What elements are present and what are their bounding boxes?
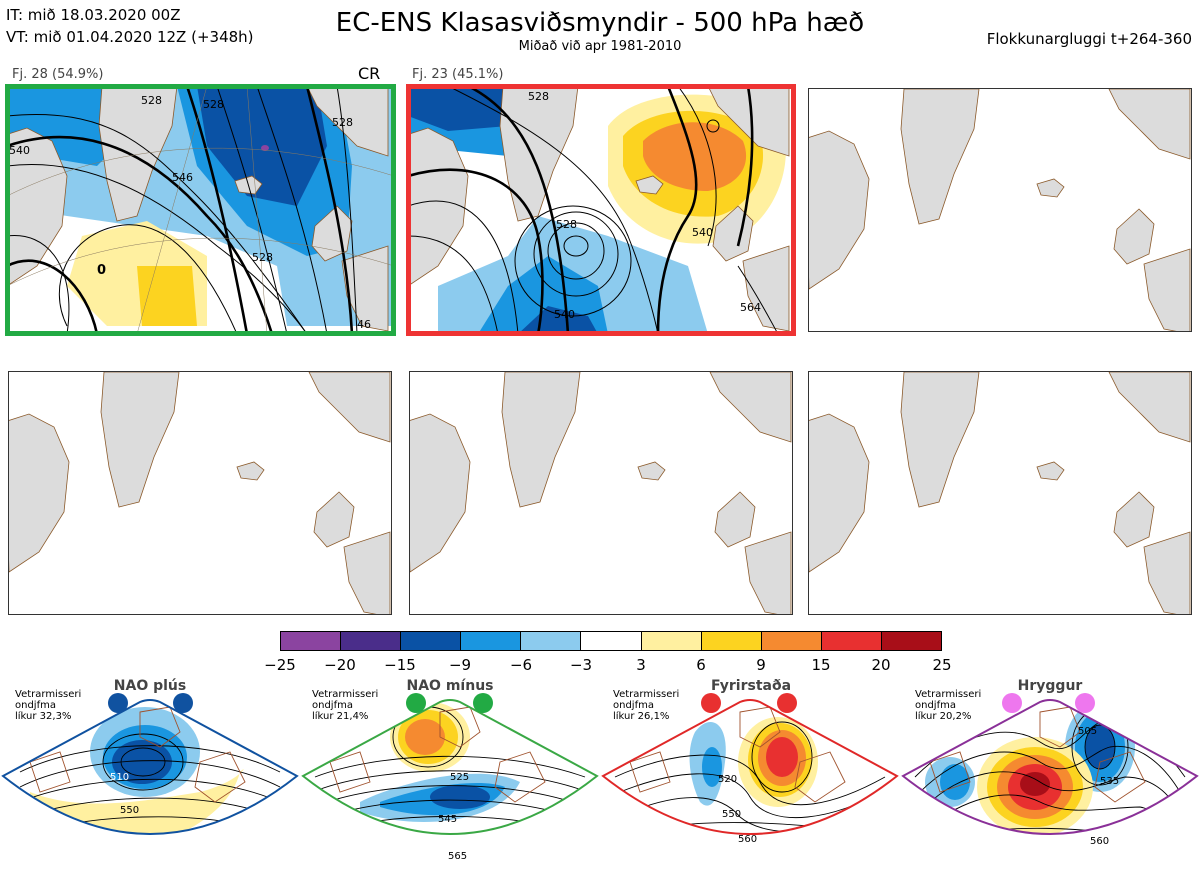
regime-contour-label: 565 <box>448 851 467 862</box>
cluster-2-map: 528 528 540 540 564 <box>406 84 796 336</box>
header-times: IT: mið 18.03.2020 00Z VT: mið 01.04.202… <box>6 4 254 48</box>
init-time: IT: mið 18.03.2020 00Z <box>6 6 181 24</box>
legend-tick: −3 <box>569 656 593 674</box>
p1-contour-label-7: 0 <box>97 263 106 278</box>
cluster-6-map <box>808 371 1192 615</box>
cluster-3-map-svg <box>809 89 1191 331</box>
p2-contour-label-5: 564 <box>740 301 761 314</box>
cluster-3-map <box>808 88 1192 332</box>
p1-contour-label-4: 528 <box>332 116 353 129</box>
regime-dot <box>1075 693 1095 713</box>
legend-tick: −15 <box>384 656 416 674</box>
legend-swatch <box>461 632 522 650</box>
p2-contour-label-2: 528 <box>556 218 577 231</box>
regime-contour-label: 545 <box>438 814 457 825</box>
regime-dot <box>406 693 426 713</box>
color-legend <box>280 631 942 651</box>
cluster-1-label: Fj. 28 (54.9%) <box>12 67 104 82</box>
regime-title: Hryggur <box>1017 678 1083 694</box>
regime-contour-label: 535 <box>1100 776 1119 787</box>
legend-tick: −25 <box>264 656 296 674</box>
legend-swatch <box>881 632 942 650</box>
regime-nao-plus-map: 510 550 <box>1 693 299 835</box>
legend-swatch <box>641 632 702 650</box>
legend-tick: −9 <box>448 656 472 674</box>
legend-tick: 6 <box>696 656 706 674</box>
p1-contour-label-3: 540 <box>9 144 30 157</box>
legend-tick: 15 <box>811 656 831 674</box>
regime-note: Vetrarmisseri ondjfma líkur 20,2% <box>915 689 982 722</box>
cluster-5-map <box>409 371 793 615</box>
legend-tick: 20 <box>871 656 891 674</box>
cluster-6-map-svg <box>809 372 1191 614</box>
p1-contour-label-6: 528 <box>252 251 273 264</box>
regime-contour-label: 560 <box>738 834 757 845</box>
regime-contour-label: 550 <box>722 809 741 820</box>
legend-swatch <box>521 632 582 650</box>
regime-contour-label: 510 <box>110 772 129 783</box>
legend-tick: 3 <box>636 656 646 674</box>
cluster-5-map-svg <box>410 372 792 614</box>
legend-swatch <box>581 632 642 650</box>
cluster-2-label: Fj. 23 (45.1%) <box>412 67 504 82</box>
legend-swatch <box>281 632 342 650</box>
p2-contour-label-1: 528 <box>528 90 549 103</box>
legend-swatch <box>701 632 762 650</box>
regime-dot <box>108 693 128 713</box>
p1-contour-label-5: 546 <box>172 171 193 184</box>
cluster-2-map-svg: 528 528 540 540 564 <box>408 86 794 334</box>
cluster-1-map: 528 528 540 528 546 528 0 46 <box>5 84 396 336</box>
regime-blocking-map: 520 550 560 <box>601 693 899 845</box>
regime-note: Vetrarmisseri ondjfma líkur 32,3% <box>15 689 82 722</box>
page-title: EC-ENS Klasasviðsmyndir - 500 hPa hæð <box>335 8 865 38</box>
regime-ridge-map: 505 535 560 <box>901 693 1199 847</box>
regime-dot <box>173 693 193 713</box>
p1-contour-label-2: 528 <box>203 98 224 111</box>
cluster-4-map <box>8 371 392 615</box>
regime-contour-label: 560 <box>1090 836 1109 847</box>
regime-title: NAO mínus <box>406 678 494 694</box>
valid-time: VT: mið 01.04.2020 12Z (+348h) <box>6 28 254 46</box>
page-subtitle: Miðað við apr 1981-2010 <box>518 39 682 54</box>
regime-contour-label: 520 <box>718 774 737 785</box>
p1-contour-label-1: 528 <box>141 94 162 107</box>
legend-swatch <box>401 632 462 650</box>
p2-contour-label-4: 540 <box>692 226 713 239</box>
clustering-window: Flokkunargluggi t+264-360 <box>986 30 1192 48</box>
legend-tick: 25 <box>932 656 952 674</box>
regime-dot <box>1002 693 1022 713</box>
cluster-1-map-svg: 528 528 540 528 546 528 0 46 <box>7 86 394 334</box>
regime-title: NAO plús <box>113 678 187 694</box>
cluster-1-tag: CR <box>358 64 381 83</box>
regime-nao-minus-map: 525 545 565 <box>301 693 599 862</box>
regime-note: Vetrarmisseri ondjfma líkur 21,4% <box>312 689 379 722</box>
regime-contour-label: 505 <box>1078 726 1097 737</box>
legend-swatch <box>821 632 882 650</box>
regime-contour-label: 550 <box>120 805 139 816</box>
legend-swatch <box>341 632 402 650</box>
legend-tick: −6 <box>509 656 533 674</box>
regime-title: Fyrirstaða <box>710 678 792 694</box>
cluster-4-map-svg <box>9 372 391 614</box>
regime-dot <box>777 693 797 713</box>
regime-contour-label: 525 <box>450 772 469 783</box>
regime-dot <box>473 693 493 713</box>
p2-contour-label-3: 540 <box>554 308 575 321</box>
p1-contour-label-8: 46 <box>357 318 371 331</box>
regime-note: Vetrarmisseri ondjfma líkur 26,1% <box>613 689 680 722</box>
legend-tick: −20 <box>324 656 356 674</box>
legend-tick: 9 <box>756 656 766 674</box>
legend-swatch <box>761 632 822 650</box>
regime-dot <box>701 693 721 713</box>
